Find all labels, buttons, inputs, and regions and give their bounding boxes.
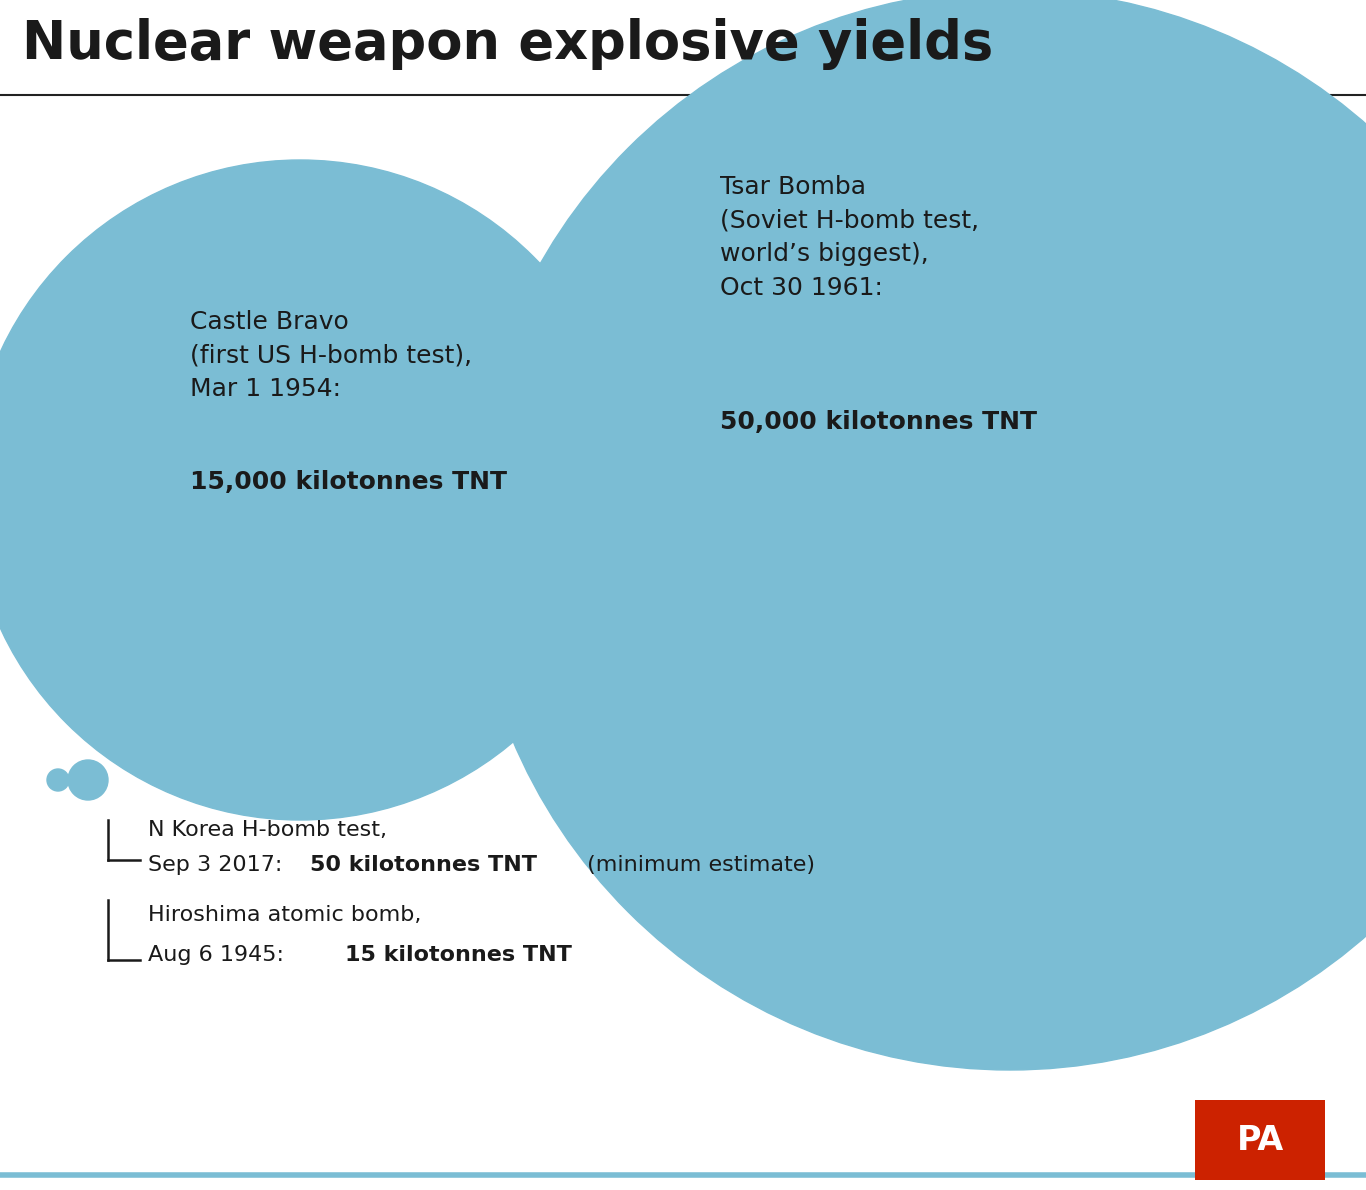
- Circle shape: [46, 769, 70, 791]
- Text: Tsar Bomba
(Soviet H-bomb test,
world’s biggest),
Oct 30 1961:: Tsar Bomba (Soviet H-bomb test, world’s …: [720, 175, 979, 300]
- Text: (minimum estimate): (minimum estimate): [581, 854, 816, 875]
- Text: 50,000 kilotonnes TNT: 50,000 kilotonnes TNT: [720, 411, 1037, 434]
- Circle shape: [470, 0, 1366, 1070]
- Text: N Korea H-bomb test,: N Korea H-bomb test,: [148, 820, 387, 840]
- Circle shape: [0, 159, 630, 820]
- Bar: [1195, 1100, 1325, 1180]
- Text: Nuclear weapon explosive yields: Nuclear weapon explosive yields: [22, 18, 993, 70]
- Text: Hiroshima atomic bomb,: Hiroshima atomic bomb,: [148, 906, 421, 925]
- Text: Aug 6 1945:: Aug 6 1945:: [148, 945, 291, 965]
- Circle shape: [68, 760, 108, 800]
- Text: Castle Bravo
(first US H-bomb test),
Mar 1 1954:: Castle Bravo (first US H-bomb test), Mar…: [190, 311, 473, 401]
- Text: PA: PA: [1236, 1123, 1284, 1157]
- Text: 15,000 kilotonnes TNT: 15,000 kilotonnes TNT: [190, 470, 507, 494]
- Text: Sep 3 2017:: Sep 3 2017:: [148, 854, 290, 875]
- Text: 50 kilotonnes TNT: 50 kilotonnes TNT: [310, 854, 537, 875]
- Text: 15 kilotonnes TNT: 15 kilotonnes TNT: [346, 945, 572, 965]
